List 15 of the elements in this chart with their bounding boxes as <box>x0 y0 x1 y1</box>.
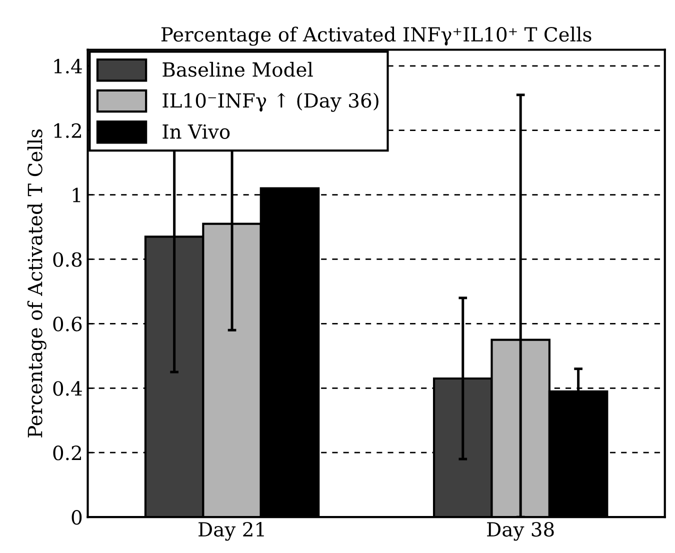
y-tick-label: 1.4 <box>54 58 82 74</box>
y-tick-label: 0.2 <box>53 446 81 460</box>
y-tick-label: 0 <box>72 510 82 525</box>
chart-title: Percentage of Activated INFγ⁺IL10⁺ T Cells <box>161 26 592 46</box>
y-tick-label: 0.6 <box>53 316 82 332</box>
y-axis-title: Percentage of Activated T Cells <box>27 129 46 438</box>
y-tick-label: 0.8 <box>53 252 82 267</box>
y-tick-label: 0.4 <box>53 381 82 396</box>
y-tick-label: 1 <box>72 188 80 202</box>
y-tick-label: 1.2 <box>54 123 81 138</box>
x-tick-label: Day 38 <box>487 522 554 541</box>
x-tick-label: Day 21 <box>198 522 264 541</box>
legend-label: Baseline Model <box>162 62 313 77</box>
legend-label: In Vivo <box>162 124 230 139</box>
legend-label: IL10⁻INFγ ↑ (Day 36) <box>162 92 378 112</box>
